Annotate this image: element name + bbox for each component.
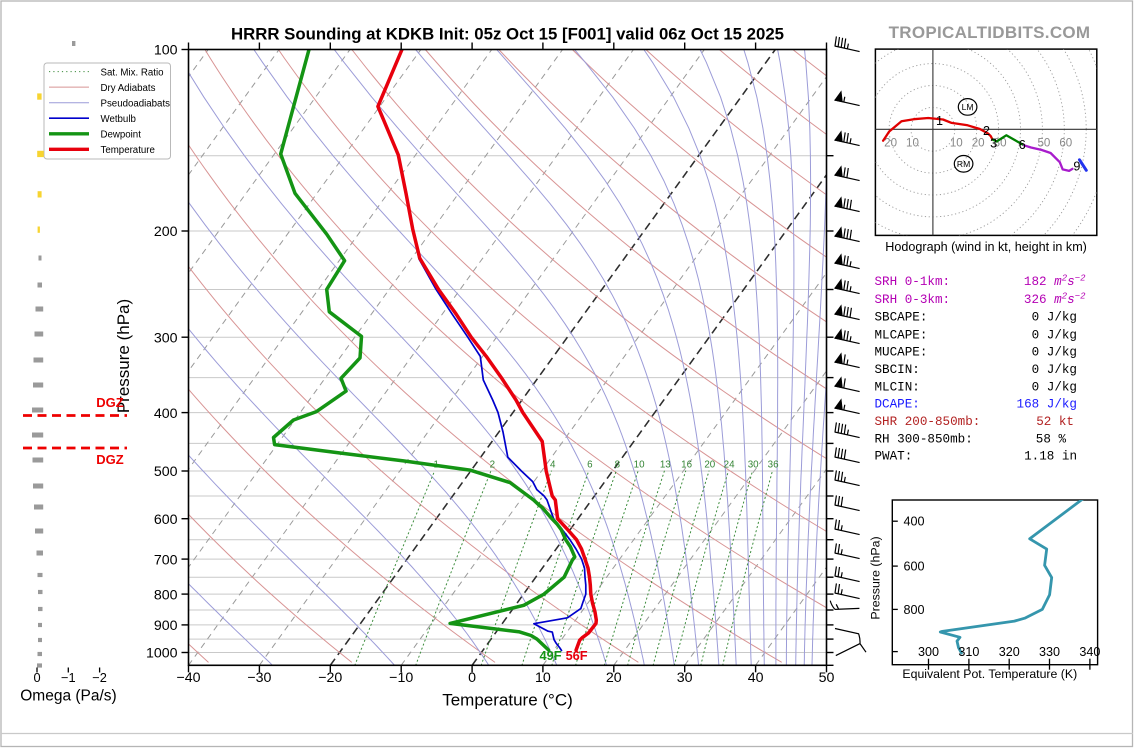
svg-text:Pressure (hPa): Pressure (hPa)	[869, 536, 883, 619]
svg-text:0: 0	[468, 670, 476, 686]
svg-text:800: 800	[904, 603, 925, 617]
svg-text:20: 20	[884, 137, 897, 150]
svg-text:1000: 1000	[146, 646, 178, 662]
svg-text:Equivalent Pot. Temperature (K: Equivalent Pot. Temperature (K)	[902, 667, 1077, 681]
svg-text:330: 330	[1039, 645, 1060, 659]
svg-text:SRH 0-1km:: SRH 0-1km:	[875, 275, 951, 289]
svg-text:10: 10	[950, 137, 963, 150]
svg-text:24: 24	[724, 459, 735, 470]
svg-text:SBCIN:: SBCIN:	[875, 363, 920, 377]
svg-text:36: 36	[768, 459, 779, 470]
svg-text:LM: LM	[962, 102, 974, 112]
svg-text:MLCIN:: MLCIN:	[875, 380, 920, 394]
svg-text:MUCAPE:: MUCAPE:	[875, 346, 928, 360]
svg-text:Wetbulb: Wetbulb	[101, 114, 136, 125]
svg-text:Pseudoadiabats: Pseudoadiabats	[101, 98, 171, 109]
svg-text:16: 16	[681, 459, 692, 470]
svg-text:SHR 200-850mb:: SHR 200-850mb:	[875, 415, 981, 429]
svg-text:600: 600	[154, 512, 178, 528]
svg-text:60: 60	[1059, 137, 1072, 150]
svg-text:9: 9	[1073, 160, 1080, 174]
svg-text:2: 2	[490, 459, 495, 470]
svg-text:400: 400	[154, 406, 178, 422]
svg-text:500: 500	[154, 464, 178, 480]
svg-text:−2: −2	[92, 670, 107, 685]
svg-text:4: 4	[550, 459, 556, 470]
svg-text:Dewpoint: Dewpoint	[101, 130, 142, 141]
svg-text:2: 2	[983, 124, 990, 138]
svg-text:0 J/kg: 0 J/kg	[1032, 363, 1077, 377]
svg-text:RH 300-850mb:: RH 300-850mb:	[875, 432, 973, 446]
svg-text:10: 10	[535, 670, 551, 686]
svg-text:RM: RM	[957, 159, 970, 169]
svg-text:30: 30	[748, 459, 759, 470]
svg-text:−40: −40	[176, 670, 200, 686]
svg-text:−20: −20	[318, 670, 342, 686]
svg-text:600: 600	[904, 560, 925, 574]
svg-text:13: 13	[660, 459, 671, 470]
svg-text:100: 100	[154, 43, 178, 59]
svg-text:200: 200	[154, 224, 178, 240]
svg-text:SBCAPE:: SBCAPE:	[875, 310, 928, 324]
svg-text:0 J/kg: 0 J/kg	[1032, 380, 1077, 394]
svg-text:700: 700	[154, 552, 178, 568]
svg-text:58 %: 58 %	[1036, 432, 1067, 446]
svg-text:DGZ: DGZ	[96, 452, 124, 467]
svg-text:TROPICALTIDBITS.COM: TROPICALTIDBITS.COM	[889, 23, 1091, 42]
svg-text:HRRR Sounding at KDKB Init: 05: HRRR Sounding at KDKB Init: 05z Oct 15 […	[231, 25, 784, 44]
svg-text:168 J/kg: 168 J/kg	[1017, 398, 1077, 412]
svg-text:MLCAPE:: MLCAPE:	[875, 328, 928, 342]
svg-text:Temperature: Temperature	[101, 145, 155, 156]
svg-text:0: 0	[33, 670, 40, 685]
svg-text:20: 20	[606, 670, 622, 686]
svg-text:10: 10	[634, 459, 645, 470]
svg-text:Dry Adiabats: Dry Adiabats	[101, 83, 156, 94]
svg-text:340: 340	[1079, 645, 1100, 659]
svg-text:182 m2s−2: 182 m2s−2	[1024, 274, 1086, 290]
svg-text:400: 400	[904, 515, 925, 529]
svg-text:SRH 0-3km:: SRH 0-3km:	[875, 293, 951, 307]
svg-text:Sat. Mix. Ratio: Sat. Mix. Ratio	[101, 67, 164, 78]
svg-text:PWAT:: PWAT:	[875, 450, 913, 464]
svg-text:8: 8	[615, 459, 621, 470]
svg-text:49F: 49F	[539, 648, 561, 663]
svg-text:−30: −30	[247, 670, 271, 686]
svg-text:3: 3	[990, 137, 997, 151]
svg-text:30: 30	[994, 137, 1007, 150]
svg-text:10: 10	[906, 137, 919, 150]
svg-text:0 J/kg: 0 J/kg	[1032, 346, 1077, 360]
svg-text:326 m2s−2: 326 m2s−2	[1024, 292, 1086, 308]
svg-text:300: 300	[154, 330, 178, 346]
svg-text:Omega (Pa/s): Omega (Pa/s)	[20, 688, 116, 705]
svg-text:6: 6	[1019, 138, 1026, 152]
svg-text:20: 20	[972, 137, 985, 150]
svg-text:800: 800	[154, 587, 178, 603]
svg-text:20: 20	[704, 459, 715, 470]
svg-text:−1: −1	[61, 670, 76, 685]
svg-text:30: 30	[677, 670, 693, 686]
svg-text:DGZ: DGZ	[96, 395, 124, 410]
svg-text:6: 6	[587, 459, 593, 470]
svg-text:40: 40	[748, 670, 764, 686]
svg-text:Hodograph (wind in kt, height: Hodograph (wind in kt, height in km)	[885, 240, 1087, 254]
svg-text:56F: 56F	[566, 648, 588, 663]
svg-text:1: 1	[936, 114, 943, 128]
svg-text:Temperature (°C): Temperature (°C)	[442, 691, 573, 710]
svg-text:−10: −10	[389, 670, 413, 686]
svg-text:300: 300	[918, 645, 939, 659]
svg-text:50: 50	[1037, 137, 1050, 150]
svg-text:DCAPE:: DCAPE:	[875, 398, 920, 412]
svg-text:1.18 in: 1.18 in	[1024, 450, 1077, 464]
svg-text:0 J/kg: 0 J/kg	[1032, 328, 1077, 342]
svg-text:Pressure (hPa): Pressure (hPa)	[114, 299, 133, 413]
svg-text:0 J/kg: 0 J/kg	[1032, 310, 1077, 324]
svg-text:50: 50	[819, 670, 835, 686]
svg-text:310: 310	[958, 645, 979, 659]
svg-text:320: 320	[999, 645, 1020, 659]
svg-text:900: 900	[154, 618, 178, 634]
svg-text:52 kt: 52 kt	[1036, 415, 1074, 429]
